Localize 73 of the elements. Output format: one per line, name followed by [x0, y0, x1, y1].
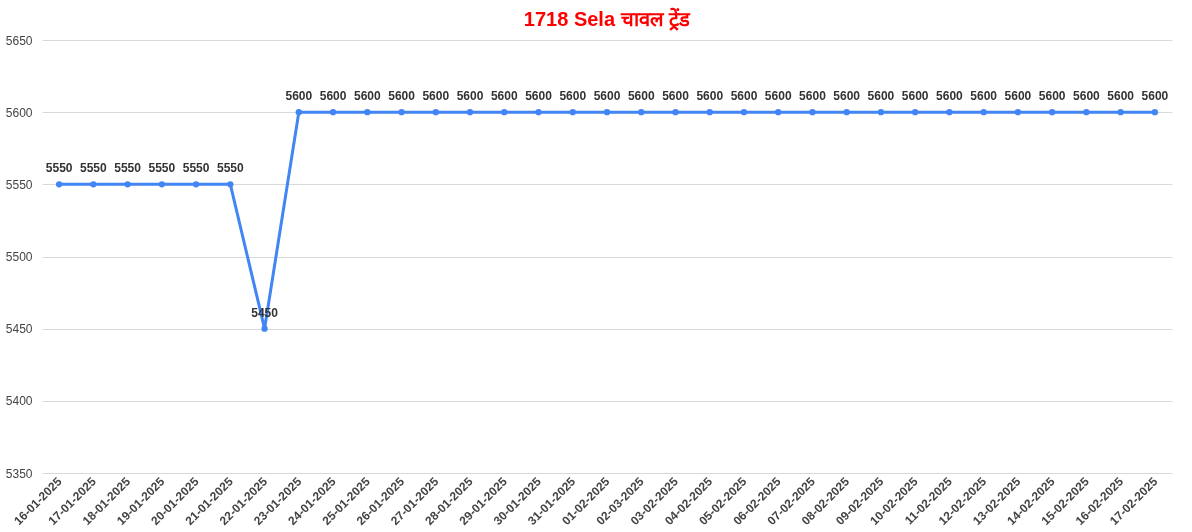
data-label: 5600 [1107, 89, 1135, 104]
data-label: 5600 [696, 89, 724, 104]
y-tick-label: 5450 [5, 322, 33, 337]
point [1117, 109, 1124, 116]
point [843, 109, 850, 116]
point [295, 109, 302, 116]
data-label: 5600 [970, 89, 998, 104]
data-label: 5600 [353, 89, 381, 104]
data-label: 5600 [1073, 89, 1101, 104]
data-label: 5600 [1004, 89, 1032, 104]
y-tick-label: 5400 [5, 394, 33, 409]
data-label: 5550 [216, 161, 244, 176]
point [1048, 109, 1056, 116]
point [877, 109, 885, 116]
point [432, 109, 439, 116]
data-label: 5550 [182, 161, 210, 176]
data-label: 5600 [936, 89, 964, 104]
data-label: 5600 [730, 89, 758, 104]
point [740, 109, 748, 116]
y-tick-label: 5650 [5, 33, 33, 48]
data-label: 5550 [80, 161, 108, 176]
point [535, 109, 542, 116]
point [227, 181, 234, 188]
data-label: 5600 [799, 89, 827, 104]
data-label: 5550 [114, 161, 142, 176]
point [466, 109, 474, 116]
point [638, 109, 645, 116]
y-tick-label: 5550 [5, 177, 33, 192]
point [158, 181, 166, 188]
point [1014, 109, 1022, 116]
data-label: 5600 [867, 89, 895, 104]
point [946, 109, 953, 116]
point [1151, 109, 1159, 116]
data-label: 5600 [388, 89, 416, 104]
point [501, 109, 508, 116]
point [912, 109, 919, 116]
point [569, 109, 576, 116]
data-label: 5600 [490, 89, 518, 104]
point [980, 109, 987, 116]
data-label: 5600 [833, 89, 861, 104]
data-label: 5600 [559, 89, 587, 104]
data-label: 5600 [627, 89, 655, 104]
data-label: 5600 [1141, 89, 1169, 104]
point [706, 109, 713, 116]
data-label: 5600 [319, 89, 347, 104]
data-label: 5600 [901, 89, 929, 104]
point [1083, 109, 1090, 116]
point [329, 109, 337, 116]
y-tick-label: 5350 [5, 466, 33, 481]
point [398, 109, 405, 116]
data-label: 5600 [285, 89, 313, 104]
data-label: 5600 [593, 89, 621, 104]
data-label: 5600 [662, 89, 690, 104]
point [775, 109, 782, 116]
point [192, 181, 200, 188]
point [90, 181, 97, 188]
point [672, 109, 679, 116]
data-label: 5600 [1038, 89, 1066, 104]
data-label: 5550 [45, 161, 73, 176]
data-label: 5600 [456, 89, 484, 104]
data-label: 5600 [525, 89, 553, 104]
point [809, 109, 816, 116]
data-label: 5600 [764, 89, 792, 104]
y-tick-label: 5500 [5, 250, 33, 264]
point [261, 325, 268, 332]
point [124, 181, 131, 188]
data-label: 5550 [148, 161, 176, 176]
point [364, 109, 371, 116]
data-label: 5600 [422, 89, 450, 104]
chart-title: 1718 Sela चावल ट्रेंड [523, 7, 692, 31]
point [55, 181, 63, 188]
y-tick-label: 5600 [5, 105, 33, 120]
point [603, 109, 611, 116]
